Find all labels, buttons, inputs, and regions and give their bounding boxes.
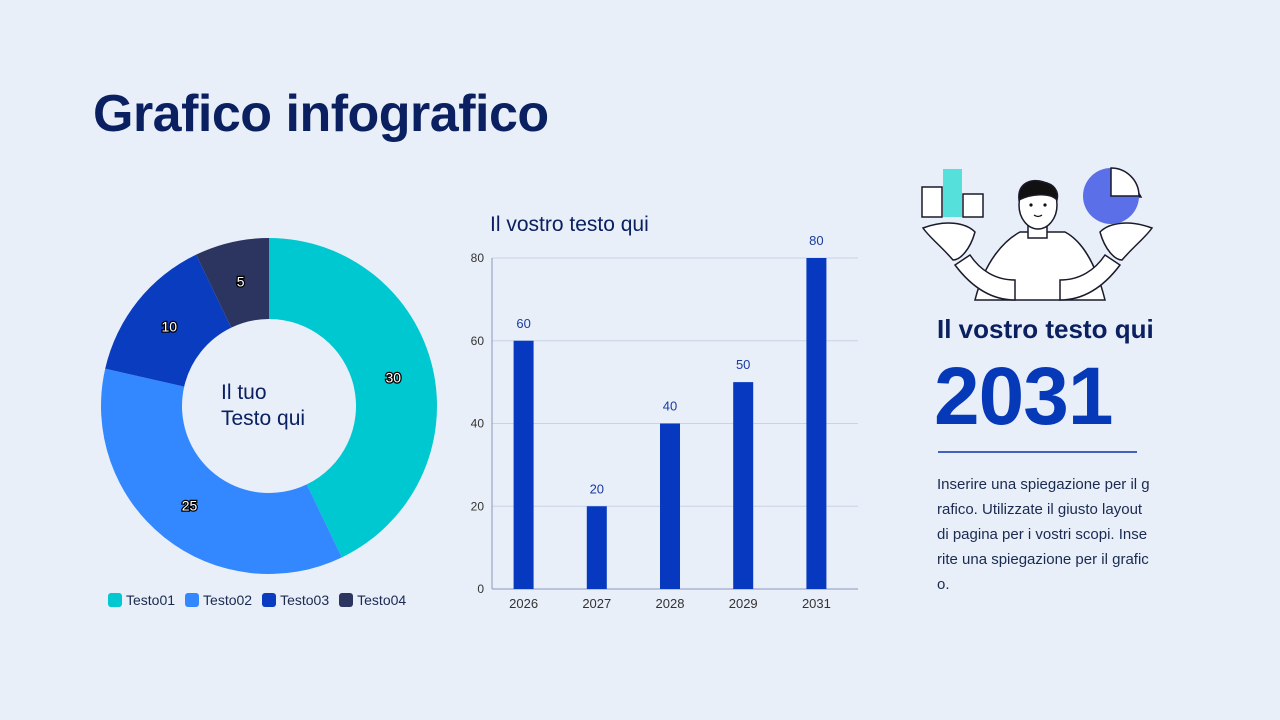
side-heading: Il vostro testo qui	[937, 314, 1154, 344]
donut-slice	[105, 254, 232, 387]
legend-item: Testo02	[185, 592, 252, 608]
center-line-2: Testo qui	[221, 407, 306, 430]
legend-item: Testo01	[108, 592, 175, 608]
y-tick-label: 80	[471, 251, 485, 265]
bar-data-label: 50	[736, 357, 750, 372]
x-tick-label: 2029	[729, 596, 758, 611]
donut-data-label: 5	[237, 274, 245, 290]
legend-label: Testo04	[357, 592, 407, 608]
donut-data-label: 30	[386, 370, 402, 386]
legend-swatch	[262, 593, 277, 607]
legend-label: Testo03	[280, 592, 330, 608]
divider	[938, 451, 1137, 453]
donut-data-label: 25	[182, 498, 198, 514]
legend-label: Testo01	[126, 592, 176, 608]
bar	[513, 340, 534, 589]
legend-swatch	[108, 593, 122, 607]
x-tick-label: 2026	[509, 596, 538, 611]
bar-chart: 0 20 40 60 80 60 2026 20 2027 40 2028 50 2029 80 2031	[471, 233, 858, 611]
y-tick-label: 60	[471, 334, 485, 348]
legend-item: Testo04	[339, 592, 406, 608]
x-tick-label: 2028	[656, 596, 685, 611]
bar-data-label: 20	[590, 481, 604, 496]
legend-label: Testo02	[203, 592, 253, 608]
bar	[660, 423, 680, 589]
x-tick-label: 2027	[582, 596, 611, 611]
person-illustration	[921, 167, 1154, 301]
center-line-1: Il tuo	[221, 381, 267, 404]
description-line: rite una spiegazione per il grafic	[937, 551, 1149, 568]
bar	[586, 506, 607, 589]
donut-data-label: 10	[162, 319, 178, 335]
bar-data-label: 80	[809, 233, 823, 248]
donut-center-text: Il tuo Testo qui	[221, 380, 305, 432]
description-line: di pagina per i vostri scopi. Inse	[937, 526, 1148, 543]
bar	[806, 258, 827, 589]
donut-legend: Testo01 Testo02 Testo03 Testo04	[108, 592, 406, 608]
y-tick-label: 20	[471, 499, 485, 513]
donut-slice	[196, 238, 269, 328]
bar-data-label: 60	[516, 316, 530, 331]
y-tick-label: 40	[471, 417, 485, 431]
legend-swatch	[339, 593, 354, 607]
legend-item: Testo03	[262, 592, 329, 608]
description-line: Inserire una spiegazione per il g	[937, 476, 1150, 493]
side-description: Inserire una spiegazione per il g rafico…	[937, 472, 1150, 597]
donut-slice	[269, 238, 437, 558]
donut-chart: 30 25 10 5	[100, 238, 437, 574]
legend-swatch	[185, 593, 200, 607]
page-title: Grafico infografico	[93, 85, 549, 143]
bar-chart-title: Il vostro testo qui	[490, 213, 649, 236]
y-tick-label: 0	[477, 582, 484, 596]
bar-data-label: 40	[663, 399, 677, 414]
x-tick-label: 2031	[802, 596, 831, 611]
side-year: 2031	[934, 351, 1113, 442]
bar	[733, 382, 754, 589]
donut-slice	[100, 368, 342, 574]
description-line: o.	[937, 576, 950, 593]
description-line: rafico. Utilizzate il giusto layout	[937, 501, 1143, 518]
